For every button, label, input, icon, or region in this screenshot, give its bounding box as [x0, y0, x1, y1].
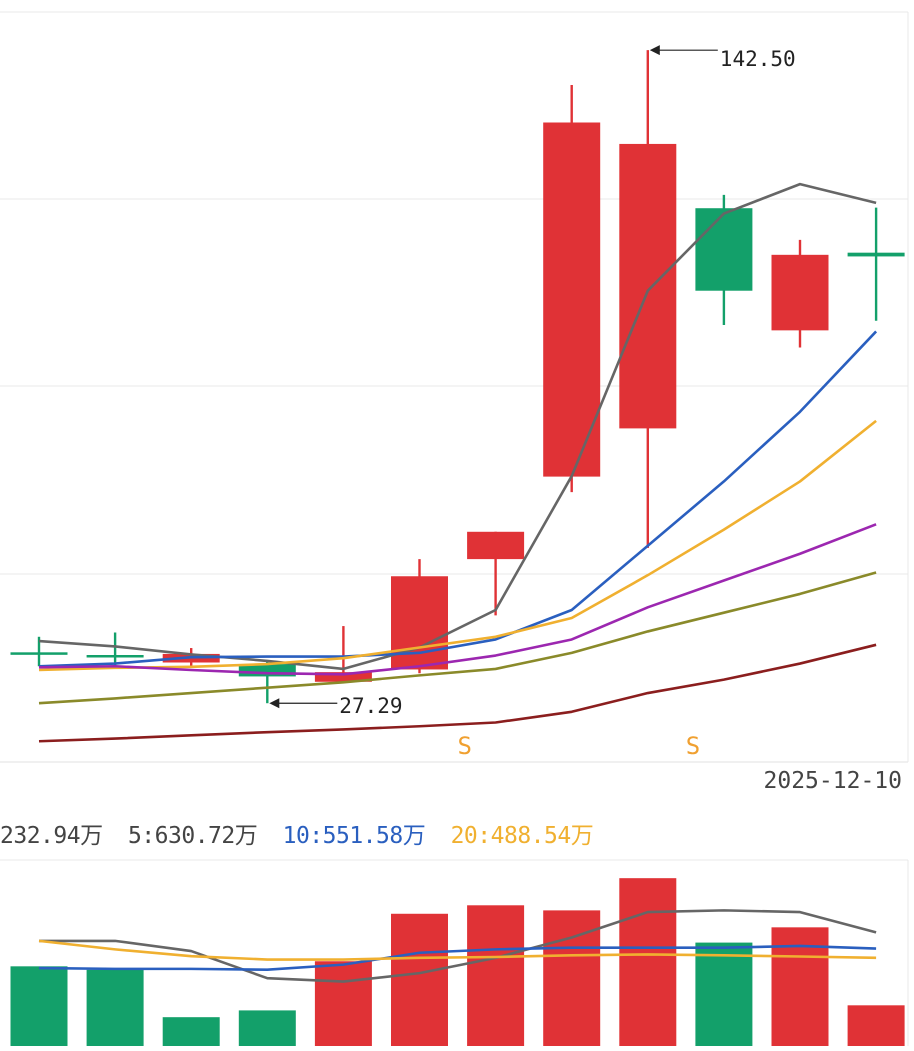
candle-body: [314, 672, 372, 682]
volume-legend-ma10: 10:551.58万: [282, 823, 426, 849]
volume-legend-current: 232.94万: [0, 823, 103, 849]
price-ma-line: [38, 523, 877, 676]
volume-ma-line: [39, 909, 877, 983]
volume-bar: [695, 942, 753, 1046]
price-ma-line: [38, 571, 877, 705]
annotation-label: 142.50: [720, 47, 796, 71]
volume-bar: [543, 910, 601, 1046]
volume-bar: [314, 961, 372, 1046]
volume-bar: [847, 1005, 905, 1046]
volume-bar: [391, 913, 448, 1046]
volume-ma-line: [38, 939, 877, 961]
candle-body: [543, 122, 601, 477]
candle-body: [391, 576, 448, 670]
signal-marker-s: S: [686, 732, 700, 760]
price-ma-line: [38, 182, 877, 671]
candle-body: [10, 652, 68, 655]
price-ma-line: [38, 330, 878, 668]
volume-bar: [86, 969, 144, 1046]
annotation-arrow-head: [269, 698, 280, 709]
volume-bar: [10, 966, 68, 1046]
price-ma-line: [38, 419, 877, 672]
annotation-arrow-head: [649, 45, 660, 56]
volume-bar: [467, 905, 525, 1046]
volume-bar: [238, 1010, 296, 1046]
price-ma-line: [38, 643, 877, 743]
candle-body: [695, 208, 753, 291]
candle-body: [467, 531, 525, 560]
candle-body: [771, 254, 829, 331]
annotation-label: 27.29: [339, 694, 402, 718]
volume-bar: [619, 878, 677, 1046]
volume-legend-ma20: 20:488.54万: [450, 823, 594, 849]
volume-ma-line: [38, 944, 877, 972]
volume-bar: [162, 1017, 220, 1046]
candle-body: [86, 655, 144, 658]
candle-body: [619, 143, 677, 429]
signal-marker-s: S: [458, 732, 472, 760]
last-date-label: 2025-12-10: [763, 768, 902, 794]
volume-legend-ma5: 5:630.72万: [127, 823, 258, 849]
volume-ma-legend: 232.94万 5:630.72万 10:551.58万 20:488.54万: [0, 816, 605, 850]
candle-body: [847, 252, 905, 257]
